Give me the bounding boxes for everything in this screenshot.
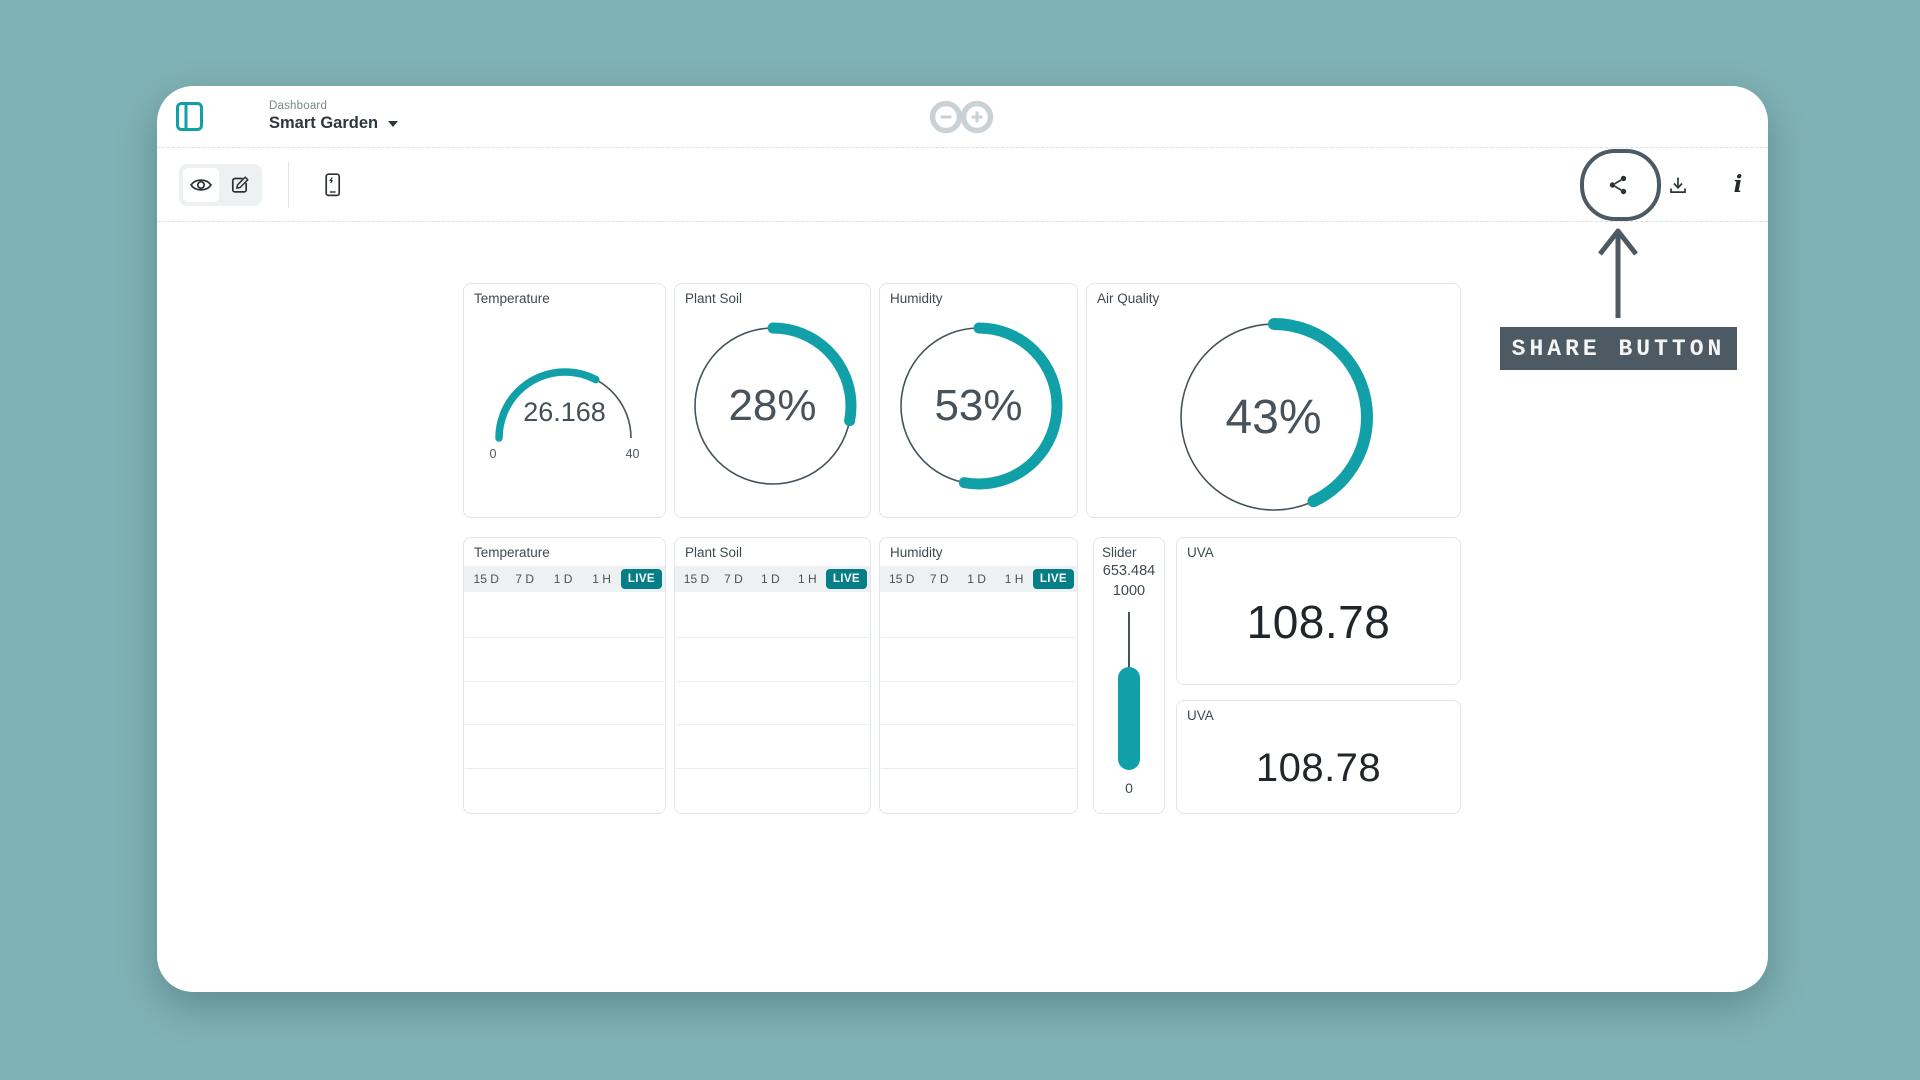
widget-title: Temperature <box>474 545 550 560</box>
toolbar: i <box>157 148 1768 222</box>
vertical-slider[interactable] <box>1118 612 1140 770</box>
share-icon <box>1609 175 1627 194</box>
widget-title: Slider <box>1102 545 1137 560</box>
arduino-logo <box>926 96 1000 138</box>
toolbar-right: i <box>1600 167 1756 203</box>
sidebar-toggle-button[interactable] <box>173 100 205 134</box>
info-button[interactable]: i <box>1720 167 1756 203</box>
dashboard-title-menu[interactable]: Smart Garden <box>269 114 399 133</box>
range-7d-button[interactable]: 7 D <box>920 572 957 586</box>
range-1d-button[interactable]: 1 D <box>752 572 789 586</box>
widget-title: Humidity <box>890 545 943 560</box>
share-button[interactable] <box>1600 167 1636 203</box>
app-header: Dashboard Smart Garden <box>157 86 1768 148</box>
download-icon <box>1670 177 1686 193</box>
range-7d-button[interactable]: 7 D <box>715 572 752 586</box>
chart-plot-area <box>465 594 664 812</box>
chart-plot-area <box>676 594 869 812</box>
dashboard-title-block: Dashboard Smart Garden <box>269 100 399 133</box>
widget-plant-soil-ring: Plant Soil 28% <box>674 283 871 518</box>
widget-temperature-gauge: Temperature 26.168 0 40 <box>463 283 666 518</box>
range-15d-button[interactable]: 15 D <box>467 572 505 586</box>
widget-title: Air Quality <box>1097 291 1160 306</box>
page-title: Smart Garden <box>269 114 379 132</box>
range-live-button[interactable]: LIVE <box>825 569 867 589</box>
range-1d-button[interactable]: 1 D <box>544 572 582 586</box>
ring-value: 53% <box>934 381 1023 430</box>
download-button[interactable] <box>1660 167 1696 203</box>
gauge-value: 26.168 <box>523 397 606 427</box>
info-icon: i <box>1733 171 1743 198</box>
gauge: 26.168 0 40 <box>464 358 665 461</box>
range-7d-button[interactable]: 7 D <box>505 572 543 586</box>
range-live-button[interactable]: LIVE <box>1032 569 1074 589</box>
view-mode-group <box>179 163 262 206</box>
gauge-min-label: 0 <box>489 447 497 461</box>
slider-value: 653.484 <box>1102 563 1156 579</box>
value-readout: 108.78 <box>1246 596 1391 648</box>
widget-humidity-chart: Humidity 15 D 7 D 1 D 1 H LIVE <box>879 537 1078 814</box>
widget-slider: Slider 653.484 1000 0 <box>1093 537 1165 814</box>
widget-title: Humidity <box>890 291 943 306</box>
sidebar-toggle-icon <box>175 102 203 131</box>
widget-plant-soil-chart: Plant Soil 15 D 7 D 1 D 1 H LIVE <box>674 537 871 814</box>
percentage-ring: 28% <box>689 322 857 490</box>
dashboard-canvas: Temperature 26.168 0 40 Plant Soil <box>157 222 1768 992</box>
range-1h-button[interactable]: 1 H <box>995 572 1032 586</box>
range-15d-button[interactable]: 15 D <box>678 572 715 586</box>
gauge-max-label: 40 <box>625 447 640 461</box>
widget-title: UVA <box>1187 545 1214 560</box>
toolbar-divider <box>288 161 289 208</box>
breadcrumb: Dashboard <box>269 100 328 112</box>
percentage-ring: 53% <box>895 322 1063 490</box>
annotation-label: SHARE BUTTON <box>1500 327 1737 370</box>
edit-mode-button[interactable] <box>222 168 258 202</box>
widget-uva-value-2: UVA 108.78 <box>1176 700 1461 814</box>
time-range-bar: 15 D 7 D 1 D 1 H LIVE <box>464 566 665 592</box>
phone-icon <box>325 172 341 196</box>
widget-title: Plant Soil <box>685 291 743 306</box>
range-live-button[interactable]: LIVE <box>620 569 662 589</box>
widget-uva-value-1: UVA 108.78 <box>1176 537 1461 685</box>
range-1d-button[interactable]: 1 D <box>958 572 995 586</box>
ring-value: 28% <box>728 381 817 430</box>
value-readout: 108.78 <box>1255 745 1382 790</box>
percentage-ring: 43% <box>1174 317 1374 517</box>
chevron-down-icon <box>388 120 399 127</box>
range-1h-button[interactable]: 1 H <box>789 572 826 586</box>
range-15d-button[interactable]: 15 D <box>883 572 920 586</box>
time-range-bar: 15 D 7 D 1 D 1 H LIVE <box>880 566 1077 592</box>
gauge-scale: 0 40 <box>490 447 640 461</box>
widget-title: Plant Soil <box>685 545 743 560</box>
range-1h-button[interactable]: 1 H <box>582 572 620 586</box>
app-window: Dashboard Smart Garden <box>157 86 1768 992</box>
time-range-bar: 15 D 7 D 1 D 1 H LIVE <box>675 566 870 592</box>
widget-humidity-ring: Humidity 53% <box>879 283 1078 518</box>
edit-pencil-icon <box>231 175 249 193</box>
widget-air-quality-ring: Air Quality 43% <box>1086 283 1461 518</box>
eye-icon <box>190 178 212 191</box>
widget-temperature-chart: Temperature 15 D 7 D 1 D 1 H LIVE <box>463 537 666 814</box>
slider-handle[interactable] <box>1118 666 1140 770</box>
widget-title: Temperature <box>474 291 550 306</box>
ring-value: 43% <box>1225 390 1322 444</box>
view-mode-button[interactable] <box>183 167 219 202</box>
slider-min-label: 0 <box>1125 780 1133 796</box>
chart-plot-area <box>881 594 1076 812</box>
mobile-preview-button[interactable] <box>315 167 351 203</box>
slider-max-label: 1000 <box>1112 583 1146 599</box>
widget-title: UVA <box>1187 708 1214 723</box>
